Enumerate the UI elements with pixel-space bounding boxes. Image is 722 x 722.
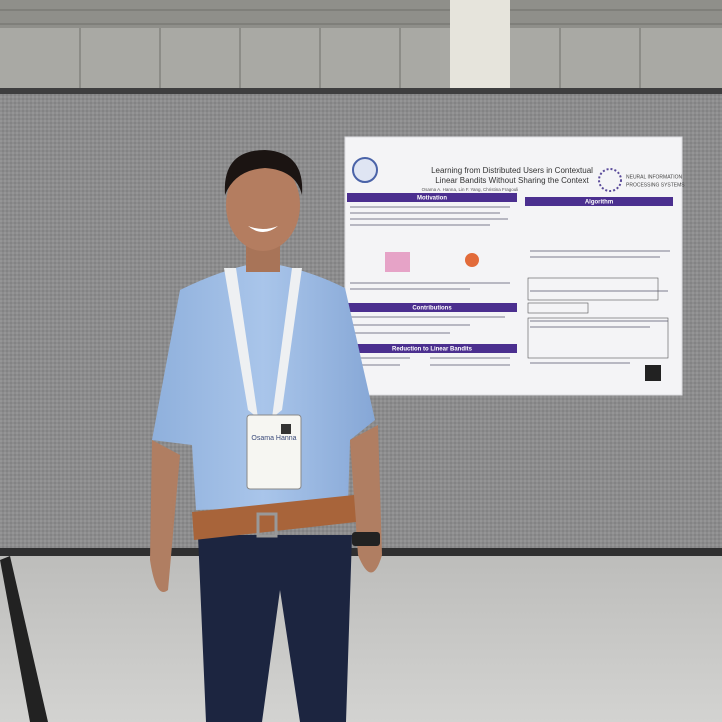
qr-code — [645, 365, 661, 381]
section-title: Reduction to Linear Bandits — [392, 347, 473, 353]
section-header — [347, 344, 517, 353]
neurips-logo — [598, 168, 622, 192]
floor — [0, 556, 722, 722]
section-header — [347, 303, 517, 312]
badge-name: Osama Hanna — [251, 435, 296, 442]
section-title: Contributions — [412, 306, 452, 312]
pillar — [450, 0, 510, 96]
arm — [150, 440, 180, 592]
university-logo — [352, 157, 378, 183]
person: Osama Hanna — [150, 150, 382, 722]
ceiling-truss — [0, 9, 722, 88]
poster-title: Learning from Distributed Users in Conte… — [431, 166, 593, 175]
section-header — [525, 197, 673, 206]
face — [226, 159, 300, 251]
buckle — [256, 512, 278, 538]
easel-leg — [0, 556, 48, 722]
smile — [248, 226, 278, 232]
belt — [192, 495, 356, 540]
badge — [246, 414, 302, 490]
ceiling — [0, 0, 722, 28]
logo-text: PROCESSING SYSTEMS — [626, 182, 685, 188]
section-title: Algorithm — [585, 200, 613, 206]
lanyard — [224, 268, 302, 418]
section-title: Motivation — [417, 196, 447, 202]
badge-qr — [281, 424, 291, 434]
poster-boxes — [527, 277, 669, 359]
jeans — [198, 535, 352, 722]
logo-text: NEURAL INFORMATION — [626, 174, 683, 180]
watch — [352, 532, 380, 546]
shirt — [152, 262, 375, 510]
hair — [224, 150, 303, 195]
poster-authors: Osama A. Hanna, Lin F. Yang, Christina F… — [422, 187, 519, 192]
poster: Learning from Distributed Users in Conte… — [344, 136, 685, 396]
poster-body-text — [350, 206, 670, 366]
section-header — [347, 193, 517, 202]
board-frame — [0, 88, 722, 94]
poster-figure — [465, 253, 479, 267]
poster-title: Linear Bandits Without Sharing the Conte… — [435, 176, 589, 185]
poster-figure — [385, 252, 410, 272]
